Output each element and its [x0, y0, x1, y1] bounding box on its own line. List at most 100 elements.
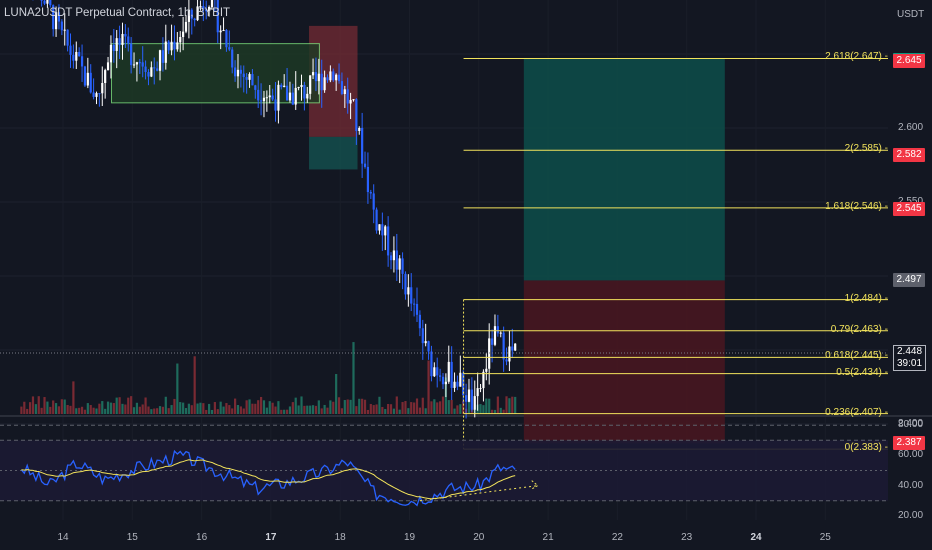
volume-bar — [395, 396, 398, 414]
volume-bar — [193, 356, 196, 414]
last-price-tag: 2.448 39:01 — [893, 344, 926, 371]
candle-body — [366, 166, 370, 193]
price-tick: 2.600 — [898, 122, 924, 133]
volume-bar — [340, 408, 344, 414]
candle-body — [389, 255, 393, 261]
date-tick: 20 — [473, 532, 485, 543]
candle-body — [490, 338, 494, 345]
volume-bar — [52, 400, 55, 414]
volume-bar — [493, 409, 497, 414]
price-tick: 2.550 — [898, 196, 923, 207]
volume-bar — [337, 397, 341, 414]
volume-bar — [216, 409, 219, 414]
candle-body — [392, 250, 396, 261]
candle-body — [95, 93, 98, 97]
candle-body — [57, 12, 61, 22]
volume-bar — [135, 402, 139, 414]
candle-body — [398, 258, 401, 270]
take-profit-zone — [523, 58, 725, 281]
volume-bar — [427, 360, 430, 414]
volume-bar — [467, 401, 471, 414]
candle-body — [210, 0, 214, 8]
candle-body — [355, 99, 358, 131]
candle-body — [66, 29, 69, 46]
candle-body — [161, 50, 165, 63]
volume-bar — [242, 408, 245, 414]
candle-body — [92, 92, 95, 97]
candle-body — [115, 38, 118, 51]
candle-body — [384, 226, 387, 236]
candle-body — [182, 31, 185, 38]
candle-body — [274, 99, 277, 111]
volume-bar — [109, 402, 113, 414]
candle-body — [69, 45, 72, 55]
volume-bar — [106, 401, 110, 414]
candle-body — [387, 226, 390, 256]
fib-level-label: 1(2.484) - — [844, 292, 888, 304]
candle-body — [433, 367, 436, 377]
candle-body — [202, 6, 205, 10]
volume-bar — [430, 401, 433, 414]
rsi-tick: 80.00 — [898, 419, 924, 431]
candle-body — [176, 42, 179, 50]
volume-bar — [170, 405, 173, 414]
candle-body — [138, 62, 141, 64]
candle-body — [311, 72, 315, 76]
candle-body — [208, 7, 211, 12]
volume-bar — [283, 409, 286, 414]
candle-body — [216, 0, 219, 33]
fib-level-label: 0.618(2.445) - — [825, 350, 888, 362]
volume-bar — [488, 398, 491, 414]
volume-bar — [46, 401, 49, 414]
volume-bar — [205, 409, 208, 414]
volume-bar — [294, 397, 297, 414]
candle-body — [167, 41, 170, 51]
volume-bar — [309, 405, 312, 414]
candle-body — [444, 381, 447, 385]
candle-body — [323, 77, 326, 91]
volume-bar — [329, 400, 332, 414]
candle-body — [424, 341, 427, 344]
volume-bar — [384, 409, 387, 414]
candle-body — [43, 0, 46, 4]
volume-bar — [415, 398, 419, 414]
candle-body — [271, 95, 274, 100]
candle-body — [89, 72, 92, 93]
volume-bar — [124, 404, 127, 414]
volume-bar — [199, 402, 202, 414]
volume-bar — [150, 409, 153, 414]
candle-body — [508, 346, 511, 362]
candle-body — [309, 75, 312, 94]
candle-body — [164, 41, 167, 63]
volume-bar — [335, 374, 338, 414]
volume-bar — [213, 402, 216, 414]
volume-bar — [37, 396, 40, 414]
candle-body — [104, 70, 107, 83]
volume-bar — [314, 405, 318, 414]
candle-body — [352, 99, 355, 101]
volume-bar — [447, 400, 450, 414]
candle-body — [254, 85, 257, 90]
candle-body — [248, 74, 251, 80]
candle-body — [98, 93, 101, 95]
candle-body — [378, 224, 381, 231]
position-zones[interactable] — [111, 25, 725, 444]
rsi-arrow-head — [530, 480, 539, 491]
volume-bar — [277, 401, 280, 414]
candle-body — [288, 92, 292, 101]
date-tick: 15 — [126, 532, 138, 543]
volume-bar — [104, 408, 107, 414]
fib-extension[interactable] — [0, 57, 888, 450]
candle-body — [317, 73, 320, 82]
volume-bar — [251, 403, 254, 414]
price-tag: 2.497 — [893, 273, 925, 288]
volume-bar — [115, 397, 118, 414]
candle-body — [404, 273, 407, 295]
candle-body — [294, 87, 297, 105]
candle-body — [343, 89, 346, 95]
volume-bar — [363, 399, 367, 414]
volume-bar — [459, 404, 462, 414]
volume-bar — [511, 396, 514, 414]
candle-body — [144, 66, 147, 73]
